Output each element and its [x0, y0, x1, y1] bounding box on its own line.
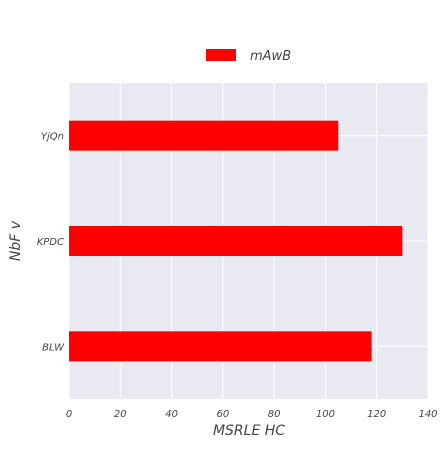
bars	[69, 120, 403, 362]
x-tick-label: 100	[316, 409, 335, 420]
x-tick-label: 80	[268, 409, 281, 420]
legend-swatch	[206, 49, 236, 61]
bar-yjqn	[69, 120, 339, 151]
y-tick-label: BLW	[42, 342, 65, 353]
x-tick-label: 140	[418, 409, 437, 420]
legend-label: mAwB	[250, 49, 291, 64]
x-tick-labels: 0 20 40 60 80 100 120 140	[66, 409, 438, 420]
bar-blw	[69, 331, 372, 362]
x-tick-label: 60	[216, 409, 229, 420]
y-tick-label: KPDC	[37, 237, 64, 248]
y-axis-label: NbF v	[8, 220, 24, 261]
x-tick-label: 40	[165, 409, 178, 420]
bar-kpdc	[69, 226, 403, 256]
y-tick-labels: BLW KPDC YjQn	[37, 132, 65, 354]
x-tick-label: 20	[114, 409, 127, 420]
x-tick-label: 0	[66, 409, 72, 420]
x-tick-label: 120	[367, 409, 386, 420]
y-tick-label: YjQn	[41, 132, 64, 143]
legend: mAwB	[206, 49, 291, 64]
x-axis-label: MSRLE HC	[213, 423, 285, 439]
